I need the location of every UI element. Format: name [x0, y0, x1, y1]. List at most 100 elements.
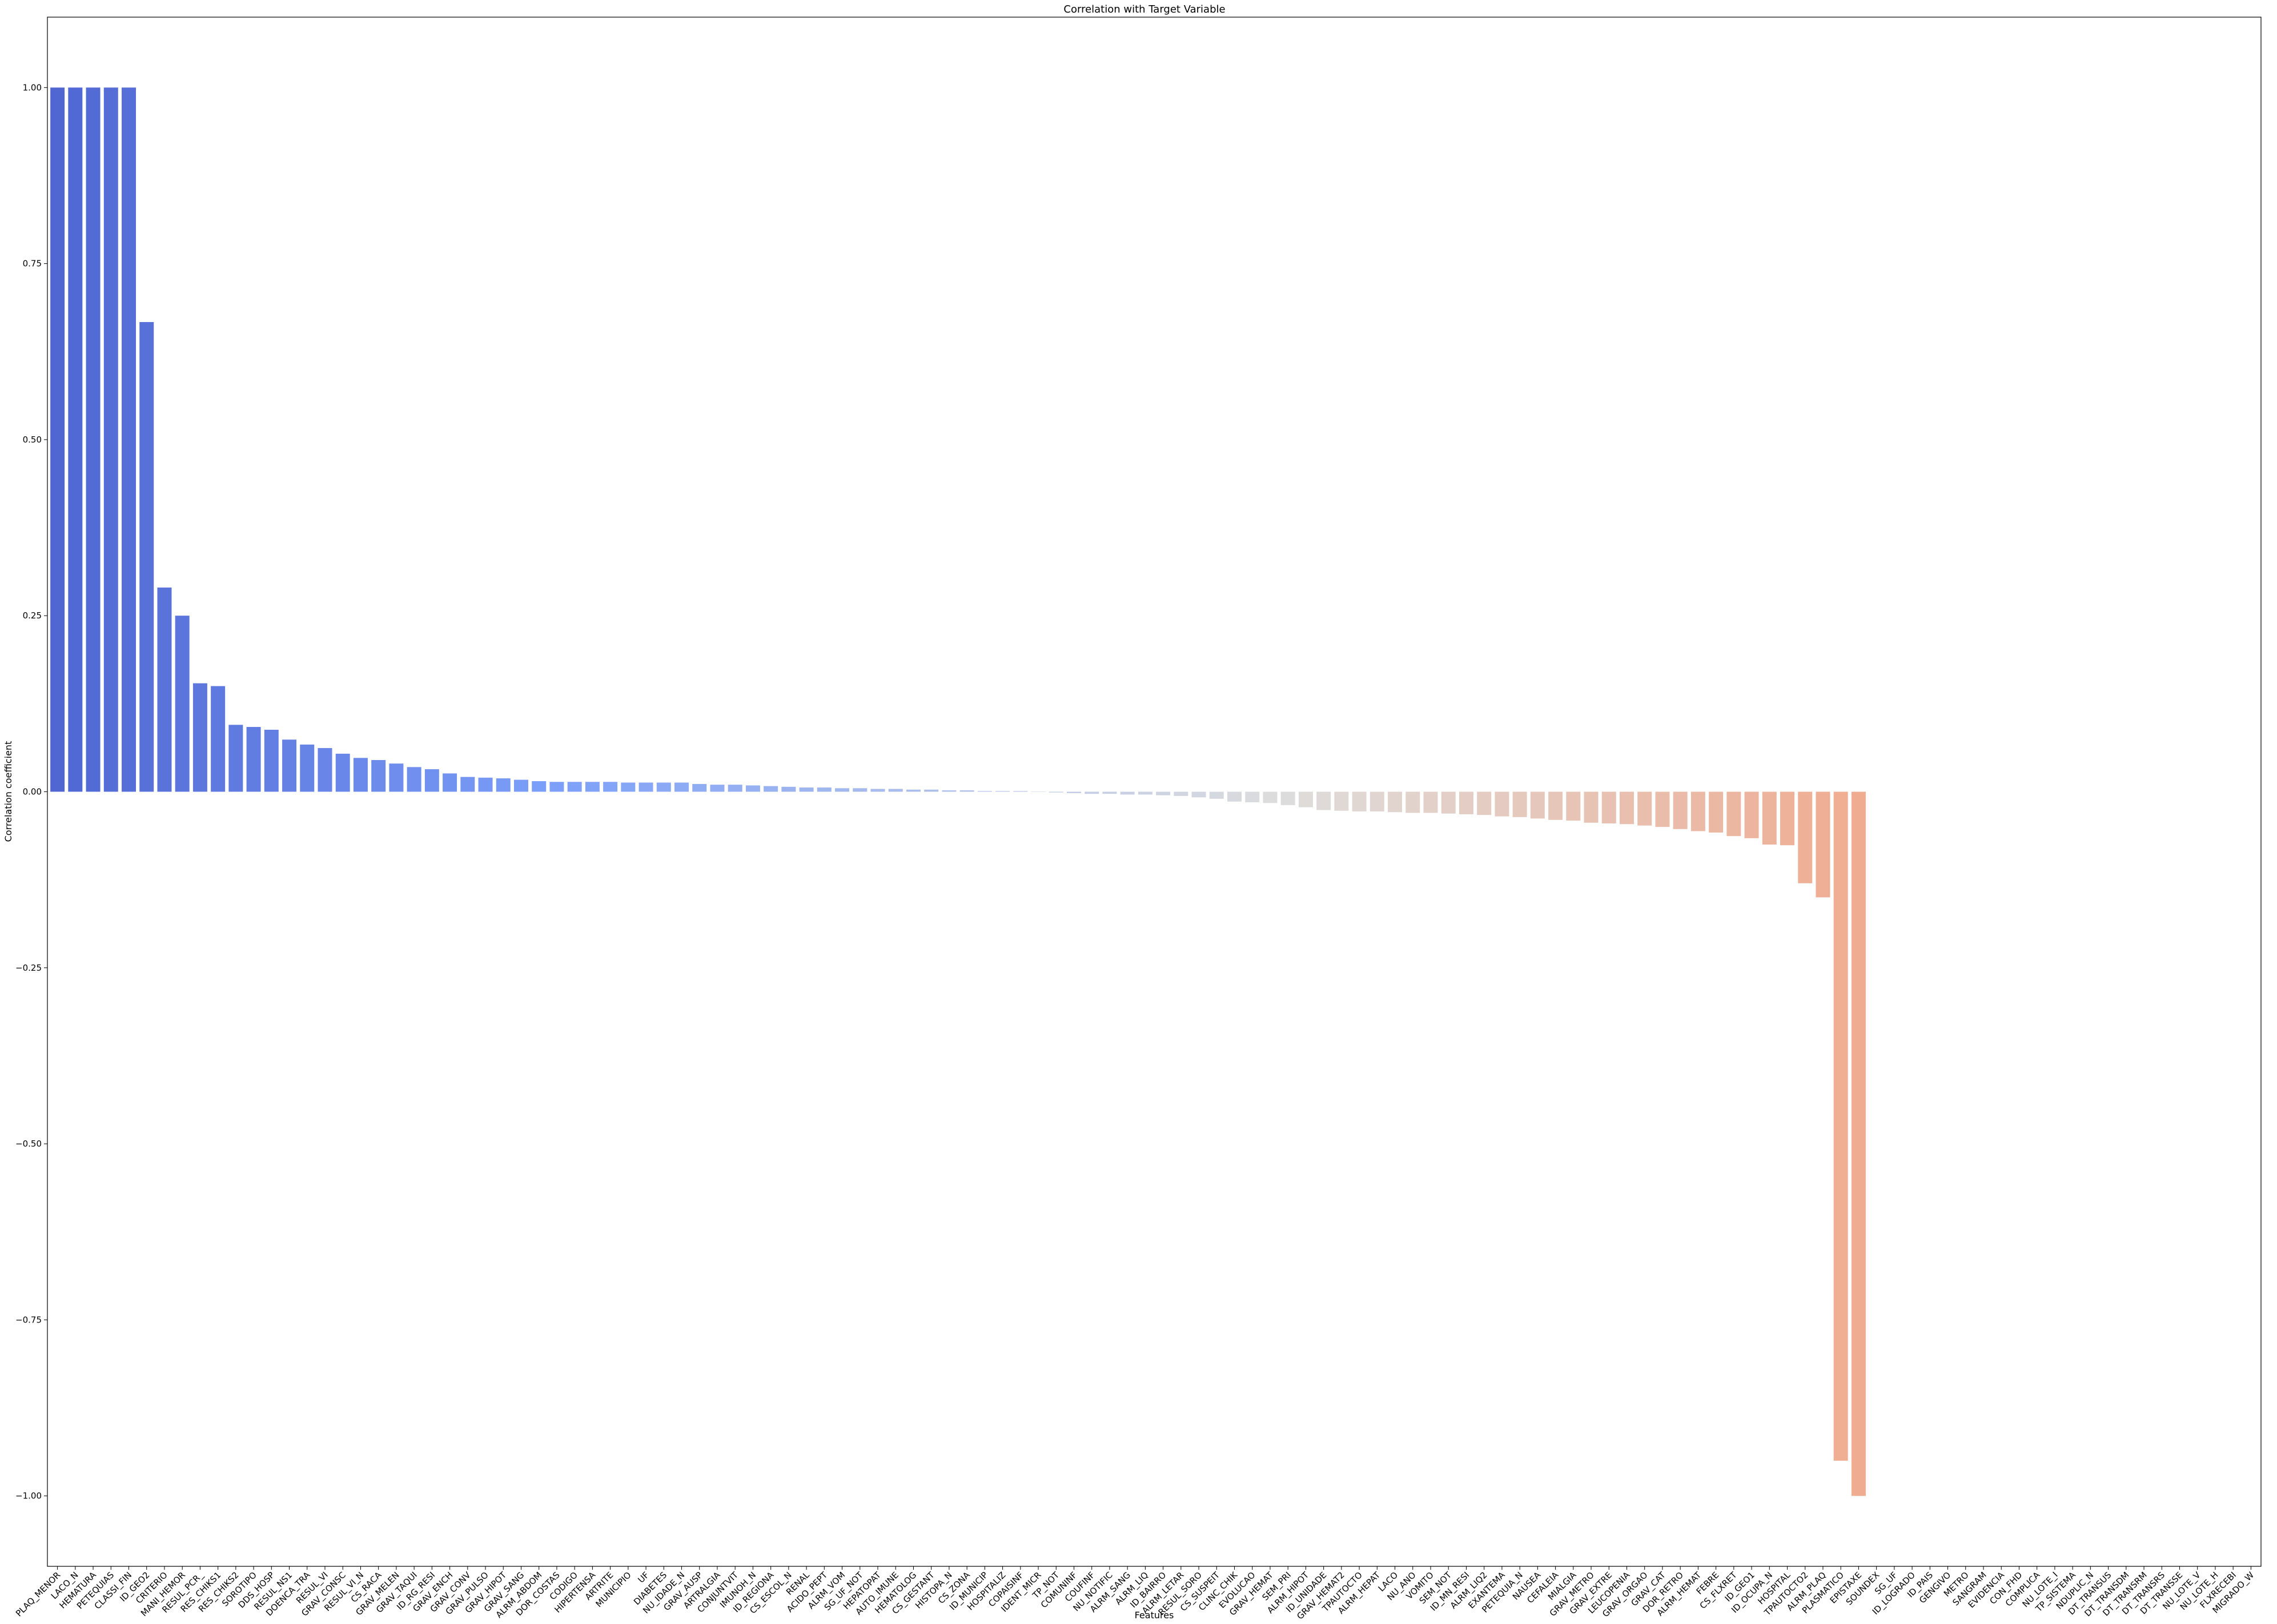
bar — [603, 782, 618, 792]
bar — [68, 87, 83, 792]
bar — [1690, 791, 1705, 831]
bar — [1833, 791, 1848, 1461]
bar — [353, 758, 368, 792]
bar — [656, 782, 671, 792]
bar — [1441, 791, 1456, 814]
bar — [1726, 791, 1741, 837]
bar — [1352, 791, 1367, 812]
bar — [817, 787, 832, 792]
bar — [745, 785, 760, 792]
bar — [513, 779, 528, 792]
bar — [888, 789, 903, 792]
y-tick-label: 0.25 — [23, 610, 42, 621]
bar — [674, 782, 689, 792]
bar — [1102, 791, 1117, 794]
bar — [1655, 791, 1670, 827]
bar — [835, 788, 850, 792]
bar — [282, 739, 297, 792]
bar — [1370, 791, 1384, 812]
bar — [389, 763, 404, 792]
bar — [1744, 791, 1759, 838]
bar — [799, 787, 814, 792]
bar — [1245, 791, 1260, 802]
bar — [1120, 791, 1135, 795]
bar — [228, 725, 243, 792]
bar — [1495, 791, 1509, 817]
bar — [424, 769, 439, 792]
bar — [532, 781, 547, 792]
y-tick-label: −0.75 — [15, 1315, 42, 1325]
bar — [764, 786, 778, 792]
bar — [139, 321, 154, 792]
bar — [549, 782, 564, 792]
bar — [1031, 791, 1046, 792]
bar — [1209, 791, 1224, 799]
bar — [1584, 791, 1599, 823]
bar — [1637, 791, 1652, 826]
bar — [318, 748, 332, 792]
bar — [710, 785, 725, 792]
bar — [567, 782, 582, 792]
bar — [443, 773, 457, 792]
bar — [1174, 791, 1188, 796]
y-tick-label: −1.00 — [15, 1491, 42, 1501]
y-tick-label: 0.50 — [23, 435, 42, 445]
y-tick-label: 0.00 — [23, 787, 42, 797]
bar — [1673, 791, 1688, 829]
bar — [1388, 791, 1403, 813]
bar — [1709, 791, 1724, 833]
bar — [1530, 791, 1545, 819]
bar — [1227, 791, 1242, 802]
bar — [1138, 791, 1152, 795]
chart-title: Correlation with Target Variable — [1063, 3, 1225, 15]
bar — [1798, 791, 1813, 883]
bar — [638, 782, 653, 792]
bar — [870, 789, 885, 792]
bar — [496, 778, 511, 792]
bar — [86, 87, 101, 792]
bar — [1548, 791, 1563, 820]
bar — [1049, 791, 1063, 793]
bar — [1334, 791, 1349, 811]
bar — [246, 727, 261, 792]
y-axis-title: Correlation coefficient — [3, 741, 14, 842]
bar — [585, 782, 600, 792]
bar — [728, 785, 742, 792]
bar — [781, 786, 796, 792]
bar — [1191, 791, 1206, 798]
x-axis-title: Features — [1135, 1610, 1174, 1621]
bar — [1280, 791, 1295, 805]
bar — [1601, 791, 1616, 823]
y-axis: 1.00 0.75 0.50 0.25 0.00 −0.25 −0.50 −0.75 −1.00 — [15, 82, 47, 1501]
bar — [621, 782, 636, 792]
bar — [1780, 791, 1795, 846]
y-tick-label: 0.75 — [23, 259, 42, 269]
bar — [1459, 791, 1473, 814]
bar — [1066, 791, 1081, 793]
y-tick-label: −0.25 — [15, 963, 42, 973]
bar — [1263, 791, 1278, 803]
bar — [157, 587, 172, 792]
bar — [1477, 791, 1492, 815]
bar — [264, 729, 279, 792]
bar — [924, 789, 939, 792]
bar — [103, 87, 118, 792]
bar — [371, 760, 386, 792]
bar — [335, 753, 350, 792]
bar — [300, 744, 315, 792]
bar — [1566, 791, 1581, 821]
bar — [1762, 791, 1777, 845]
bar — [942, 790, 957, 792]
bar — [1423, 791, 1438, 813]
bar — [692, 783, 707, 792]
bar — [211, 686, 226, 792]
bar — [478, 777, 493, 792]
bar — [1405, 791, 1420, 813]
bar — [460, 777, 475, 792]
bar — [1316, 791, 1331, 810]
bar — [1851, 791, 1866, 1496]
bar — [192, 683, 207, 792]
bar — [175, 616, 190, 792]
bar — [1619, 791, 1634, 825]
